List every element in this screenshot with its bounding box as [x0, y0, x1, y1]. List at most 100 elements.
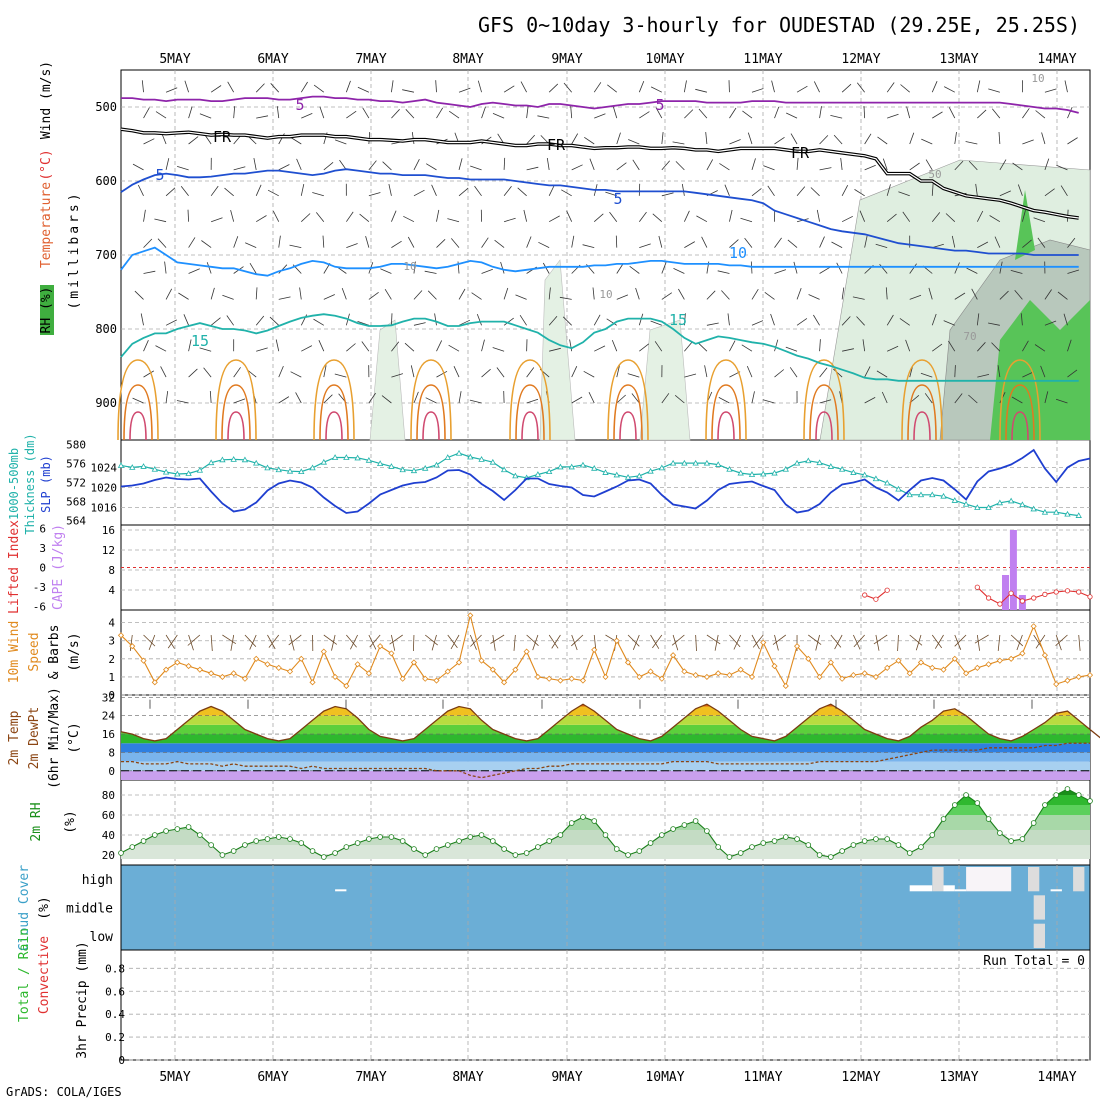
wind10m-barb: [143, 634, 156, 647]
wind10m-marker: [771, 662, 778, 670]
wind-barb: [494, 239, 505, 248]
wind-barb: [719, 163, 730, 171]
isotherm-value-label: 10: [403, 260, 416, 273]
wind-barb: [887, 113, 899, 119]
wind-barb: [368, 192, 381, 197]
wind-barb: [999, 159, 1007, 171]
wind10m-marker: [929, 664, 936, 671]
wind10m-marker: [985, 661, 992, 668]
wind-barb: [638, 80, 645, 93]
wind-barb: [695, 88, 708, 93]
wind-barb: [928, 287, 933, 300]
cloud-patch: [954, 889, 967, 892]
date-label-top: 12MAY: [841, 52, 880, 67]
wind10m-marker: [816, 673, 823, 680]
wind-barb: [203, 367, 212, 378]
thickness-marker: [884, 479, 891, 486]
thickness-marker: [354, 454, 361, 461]
wind10m-marker: [681, 668, 688, 675]
thickness-marker: [376, 460, 384, 467]
rh2m-marker: [737, 850, 744, 856]
wind-barb: [886, 184, 891, 196]
wind-barb: [299, 287, 302, 300]
wind-barb: [900, 84, 910, 93]
wind-barb: [661, 192, 674, 197]
wind-barb: [180, 186, 189, 197]
isotherm-value-label: 5: [613, 190, 622, 208]
thickness-marker: [174, 470, 181, 477]
wind-barb: [808, 294, 820, 300]
ylabel-precip: 3hr Precip (mm): [75, 941, 90, 1058]
thickness-marker: [253, 459, 260, 466]
wind-barb: [346, 211, 354, 222]
rh2m-marker: [197, 832, 203, 838]
li-marker: [1031, 595, 1037, 601]
thickness-marker: [793, 459, 801, 466]
wind-barb: [1040, 365, 1046, 378]
slp-tick-label: 1016: [91, 502, 118, 515]
rh2m-marker: [906, 850, 913, 856]
thickness-marker: [1019, 501, 1026, 508]
wind10m-barb: [873, 634, 888, 645]
pressure-tick-label: 500: [95, 100, 117, 114]
wind-tick-label: 4: [108, 617, 115, 630]
wind-barb: [652, 213, 663, 223]
rh-tick-label: 20: [102, 849, 115, 862]
wind10m-marker: [208, 670, 215, 677]
wind-barb: [312, 192, 324, 197]
wind-barb: [863, 106, 866, 119]
wind-barb: [538, 241, 550, 248]
thickness-marker: [343, 454, 350, 460]
temp-tick-label: 32: [102, 691, 115, 704]
wind-barb: [227, 81, 235, 93]
wind-barb: [1044, 188, 1055, 197]
wind-barb: [368, 392, 376, 404]
wind-barb: [885, 287, 888, 300]
thickness-tick-label: 568: [66, 495, 86, 508]
rh2m-marker: [1053, 792, 1059, 798]
rh2m-marker: [1075, 792, 1082, 798]
wind-barb: [661, 262, 667, 274]
wind-barb: [503, 186, 512, 197]
rh2m-marker: [873, 836, 879, 842]
wind10m-barb: [652, 634, 663, 649]
li-tick-label: 3: [39, 542, 46, 555]
rh2m-marker: [388, 834, 395, 840]
wind-barb: [594, 345, 606, 352]
wind-barb: [627, 373, 640, 378]
wind-barb: [616, 394, 626, 404]
wind10m-marker: [1075, 673, 1082, 680]
wind-barb: [931, 313, 937, 326]
surface-isotherm-loop: [717, 411, 735, 441]
ylabel-barbs: & Barbs: [47, 625, 62, 680]
wind-tick-label: 0: [108, 689, 115, 702]
temp-tick-label: 24: [102, 710, 116, 723]
thickness-marker: [207, 459, 215, 466]
wind-barb: [256, 215, 267, 223]
rh2m-marker: [692, 818, 699, 824]
rh2m-marker: [523, 850, 530, 856]
thickness-marker: [500, 466, 508, 473]
wind-barb: [902, 211, 911, 222]
wind-barb: [548, 287, 551, 300]
wind-barb: [976, 313, 980, 326]
wind-barb: [841, 215, 853, 223]
rh-shade-region: [369, 319, 406, 441]
rh-shade-region: [1015, 190, 1035, 260]
wind10m-marker: [377, 643, 384, 650]
wind-barb: [654, 341, 663, 352]
wind-barb: [425, 397, 437, 404]
wind10m-barb: [148, 634, 156, 651]
rh2m-marker: [456, 838, 462, 844]
rh2m-marker: [918, 844, 924, 850]
cloud-level-label: low: [90, 930, 114, 945]
panel-frame-cloud: [120, 864, 1091, 951]
wind-barb: [256, 347, 268, 352]
wind10m-barb: [729, 634, 741, 648]
wind10m-marker: [546, 675, 553, 682]
wind-barb: [898, 191, 910, 197]
thickness-marker: [140, 463, 147, 469]
wind-barb: [747, 132, 753, 145]
ylabel-temp-units: (°C): [67, 722, 82, 753]
wind-barb: [886, 314, 894, 326]
